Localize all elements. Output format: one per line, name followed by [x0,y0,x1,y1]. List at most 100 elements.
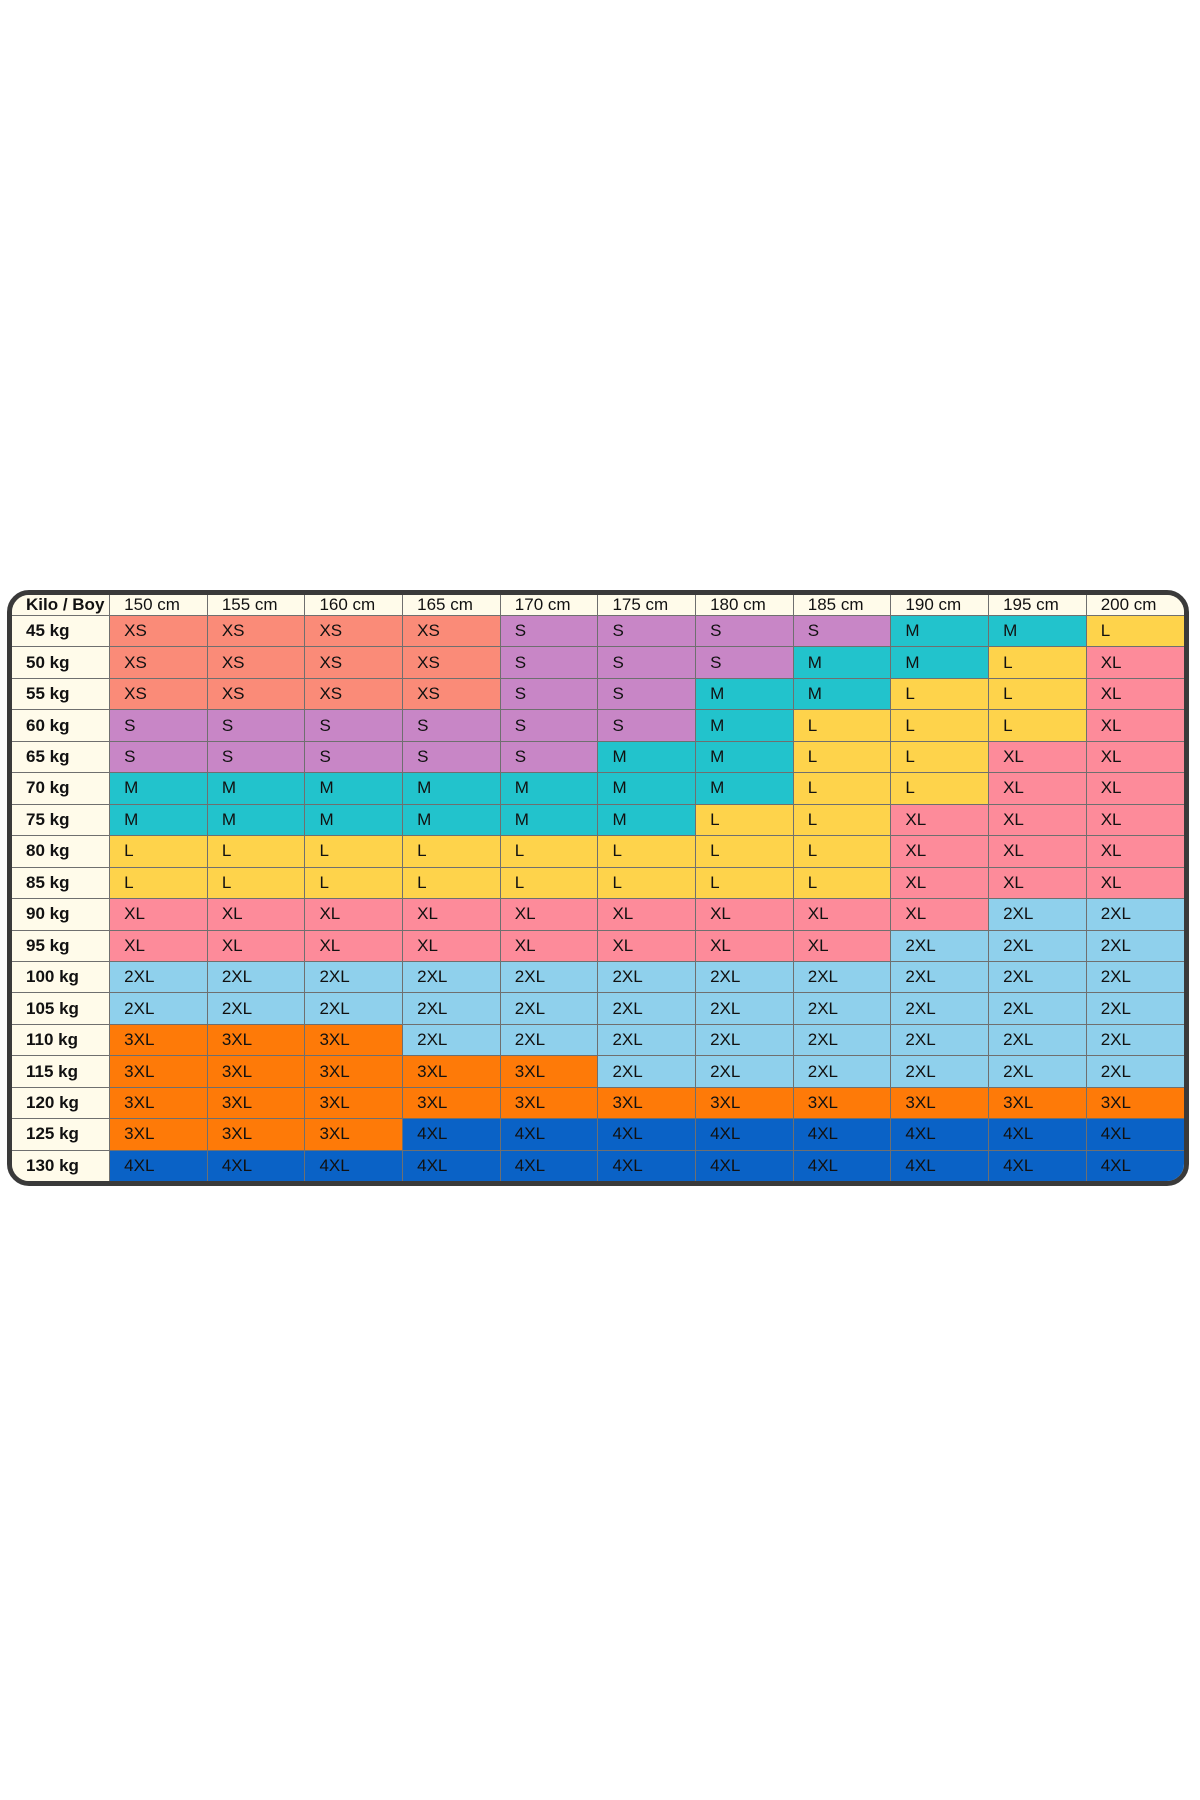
size-cell: 2XL [1085,898,1184,931]
size-cell: L [988,709,1087,742]
size-cell: L [1085,614,1184,648]
size-cell: 2XL [890,1055,990,1088]
size-cell: L [499,866,599,900]
size-cell: M [597,740,697,774]
size-cell: 2XL [695,1055,794,1088]
size-cell: S [304,709,404,742]
table-row: 90 kg XL XL XL XL XL XL XL XL XL 2XL 2XL [12,898,1184,931]
size-cell: XS [206,646,306,679]
size-cell: 2XL [499,992,599,1025]
size-cell: 2XL [988,929,1087,962]
size-cell: XL [109,898,208,931]
size-cell: M [499,772,599,805]
size-cell: XL [1085,740,1184,774]
header-row: Kilo / Boy 150 cm 155 cm 160 cm 165 cm 1… [12,595,1184,616]
size-cell: 4XL [792,1149,892,1181]
size-cell: 2XL [890,960,990,994]
size-cell: XS [206,677,306,711]
size-cell: M [695,709,794,742]
size-cell: M [206,803,306,837]
size-cell: 3XL [206,1086,306,1120]
size-cell: S [499,709,599,742]
size-cell: L [206,866,306,900]
size-cell: M [109,803,208,837]
size-cell: XL [890,803,990,837]
size-cell: 2XL [988,992,1087,1025]
size-cell: XL [1085,803,1184,837]
size-cell: L [304,835,404,868]
size-cell: 2XL [695,1023,794,1057]
size-cell: L [890,772,990,805]
size-cell: 3XL [988,1086,1087,1120]
size-cell: XS [402,614,501,648]
size-cell: 2XL [1085,992,1184,1025]
size-cell: L [890,709,990,742]
size-cell: 2XL [499,960,599,994]
size-cell: XL [1085,646,1184,679]
size-cell: 2XL [695,960,794,994]
size-cell: XS [402,646,501,679]
size-cell: 2XL [402,960,501,994]
size-cell: XL [109,929,208,962]
size-cell: 4XL [988,1118,1087,1151]
size-cell: 2XL [597,960,697,994]
size-cell: 2XL [597,992,697,1025]
size-cell: S [499,614,599,648]
size-cell: S [402,740,501,774]
size-cell: S [695,646,794,679]
size-cell: S [206,709,306,742]
size-cell: S [792,614,892,648]
size-cell: L [109,835,208,868]
row-header: 130 kg [12,1149,111,1181]
column-header: 175 cm [597,595,697,616]
row-header: 95 kg [12,929,111,962]
size-cell: 4XL [1085,1118,1184,1151]
size-cell: L [304,866,404,900]
column-header: 165 cm [402,595,501,616]
column-header: 160 cm [304,595,404,616]
size-cell: XL [1085,866,1184,900]
size-cell: L [792,740,892,774]
size-cell: 3XL [109,1086,208,1120]
size-cell: M [695,772,794,805]
table-row: 85 kg L L L L L L L L XL XL XL [12,866,1184,900]
size-cell: 3XL [206,1023,306,1057]
size-cell: L [695,866,794,900]
size-cell: S [304,740,404,774]
size-cell: L [988,646,1087,679]
size-cell: L [890,740,990,774]
size-cell: 3XL [109,1055,208,1088]
size-cell: S [109,740,208,774]
size-cell: XL [499,898,599,931]
corner-label: Kilo / Boy [12,595,111,616]
table-row: 95 kg XL XL XL XL XL XL XL XL 2XL 2XL 2XL [12,929,1184,962]
size-cell: L [597,835,697,868]
table-row: 125 kg 3XL 3XL 3XL 4XL 4XL 4XL 4XL 4XL 4XL 4XL 4XL [12,1118,1184,1151]
size-cell: 3XL [304,1023,404,1057]
size-cell: M [402,772,501,805]
size-cell: S [499,740,599,774]
size-cell: L [402,866,501,900]
size-cell: XL [1085,677,1184,711]
size-table-body: 45 kg XS XS XS XS S S S S M M L 50 kg XS XS XS XS S S S M M L X… [12,614,1184,1181]
size-cell: XL [402,929,501,962]
size-cell: XL [890,866,990,900]
size-cell: 2XL [890,992,990,1025]
table-row: 130 kg 4XL 4XL 4XL 4XL 4XL 4XL 4XL 4XL 4XL 4XL 4XL [12,1149,1184,1181]
size-cell: M [792,646,892,679]
size-cell: XS [206,614,306,648]
table-row: 65 kg S S S S S M M L L XL XL [12,740,1184,774]
size-cell: L [792,709,892,742]
size-cell: 4XL [988,1149,1087,1181]
size-cell: S [597,614,697,648]
size-cell: 3XL [206,1055,306,1088]
size-cell: XS [109,677,208,711]
row-header: 80 kg [12,835,111,868]
size-cell: XL [988,803,1087,837]
size-cell: 2XL [988,960,1087,994]
size-cell: L [988,677,1087,711]
row-header: 105 kg [12,992,111,1025]
size-cell: 2XL [109,992,208,1025]
size-cell: 2XL [988,898,1087,931]
size-cell: 3XL [304,1086,404,1120]
